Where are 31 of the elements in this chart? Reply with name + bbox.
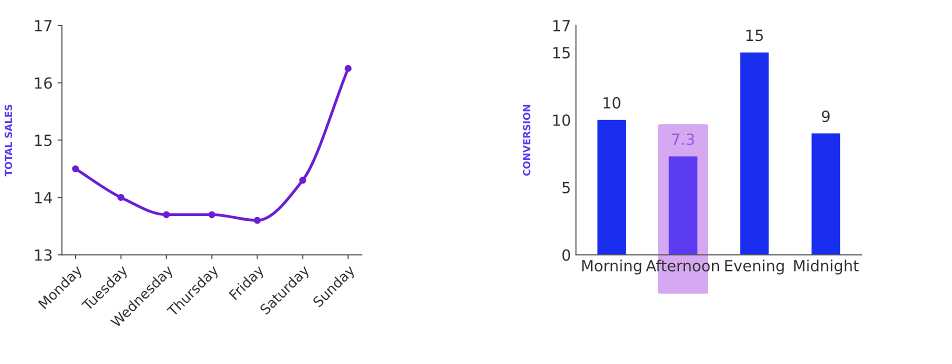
y-tick-label: 10 [553, 114, 570, 126]
y-tick-label: 17 [553, 20, 570, 32]
y-tick-label: 5 [562, 182, 570, 194]
point [208, 211, 216, 218]
point [254, 216, 261, 224]
point [299, 176, 306, 184]
y-axis-title: CONVERSION [522, 104, 530, 176]
point [117, 194, 124, 201]
data-label: 15 [746, 30, 763, 42]
bar [597, 120, 626, 255]
point [72, 165, 79, 172]
data-label: 7.3 [672, 133, 694, 146]
y-tick-label: 14 [35, 192, 52, 204]
y-axis-title: TOTAL SALES [4, 104, 12, 176]
y-tick-label: 0 [562, 249, 570, 261]
x-tick-label: Evening [725, 260, 784, 274]
point [162, 211, 170, 218]
bar [740, 52, 769, 255]
y-tick-label: 15 [553, 47, 570, 58]
x-tick-label: Morning [582, 260, 642, 274]
x-tick-label: Afternoon [646, 260, 719, 272]
data-label: 10 [604, 97, 620, 109]
point [344, 65, 352, 72]
data-label: 9 [822, 110, 830, 122]
bar [812, 133, 840, 255]
y-tick-label: 16 [35, 77, 52, 89]
y-tick-label: 17 [35, 20, 52, 32]
y-tick-label: 15 [35, 134, 52, 146]
x-tick-label: Midnight [794, 260, 859, 274]
y-tick-label: 13 [35, 249, 52, 261]
bar [668, 156, 698, 255]
